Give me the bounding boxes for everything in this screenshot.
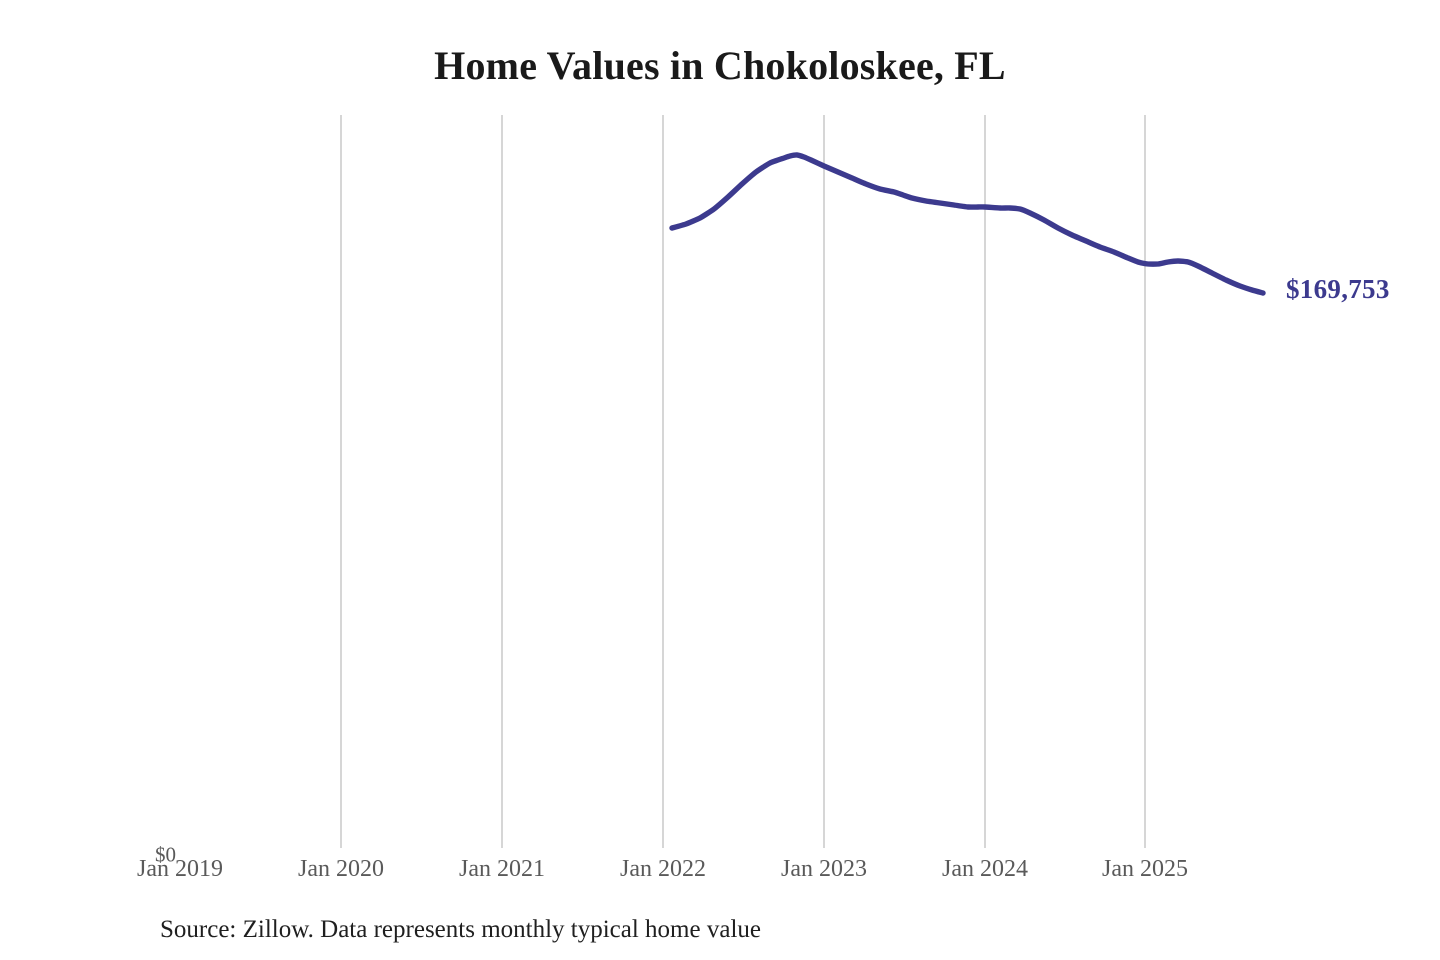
x-axis-tick-label: Jan 2019 [137,856,223,882]
x-axis-tick-label: Jan 2023 [781,856,867,882]
gridlines [340,115,1146,848]
data-series-group [669,152,1266,296]
x-axis-tick-label: Jan 2024 [942,856,1028,882]
x-axis-tick-label: Jan 2022 [620,856,706,882]
y-axis-tick-label: $0 [155,842,176,867]
series-line-typical-home-value [669,152,1266,296]
page-title: Home Values in Chokoloskee, FL [434,43,1006,88]
x-axis-tick-label: Jan 2021 [459,856,545,882]
x-axis-tick-label: Jan 2025 [1102,856,1188,882]
end-value-annotation: $169,753 [1286,274,1390,304]
x-axis-tick-label: Jan 2020 [298,856,384,882]
source-note: Source: Zillow. Data represents monthly … [160,916,761,943]
